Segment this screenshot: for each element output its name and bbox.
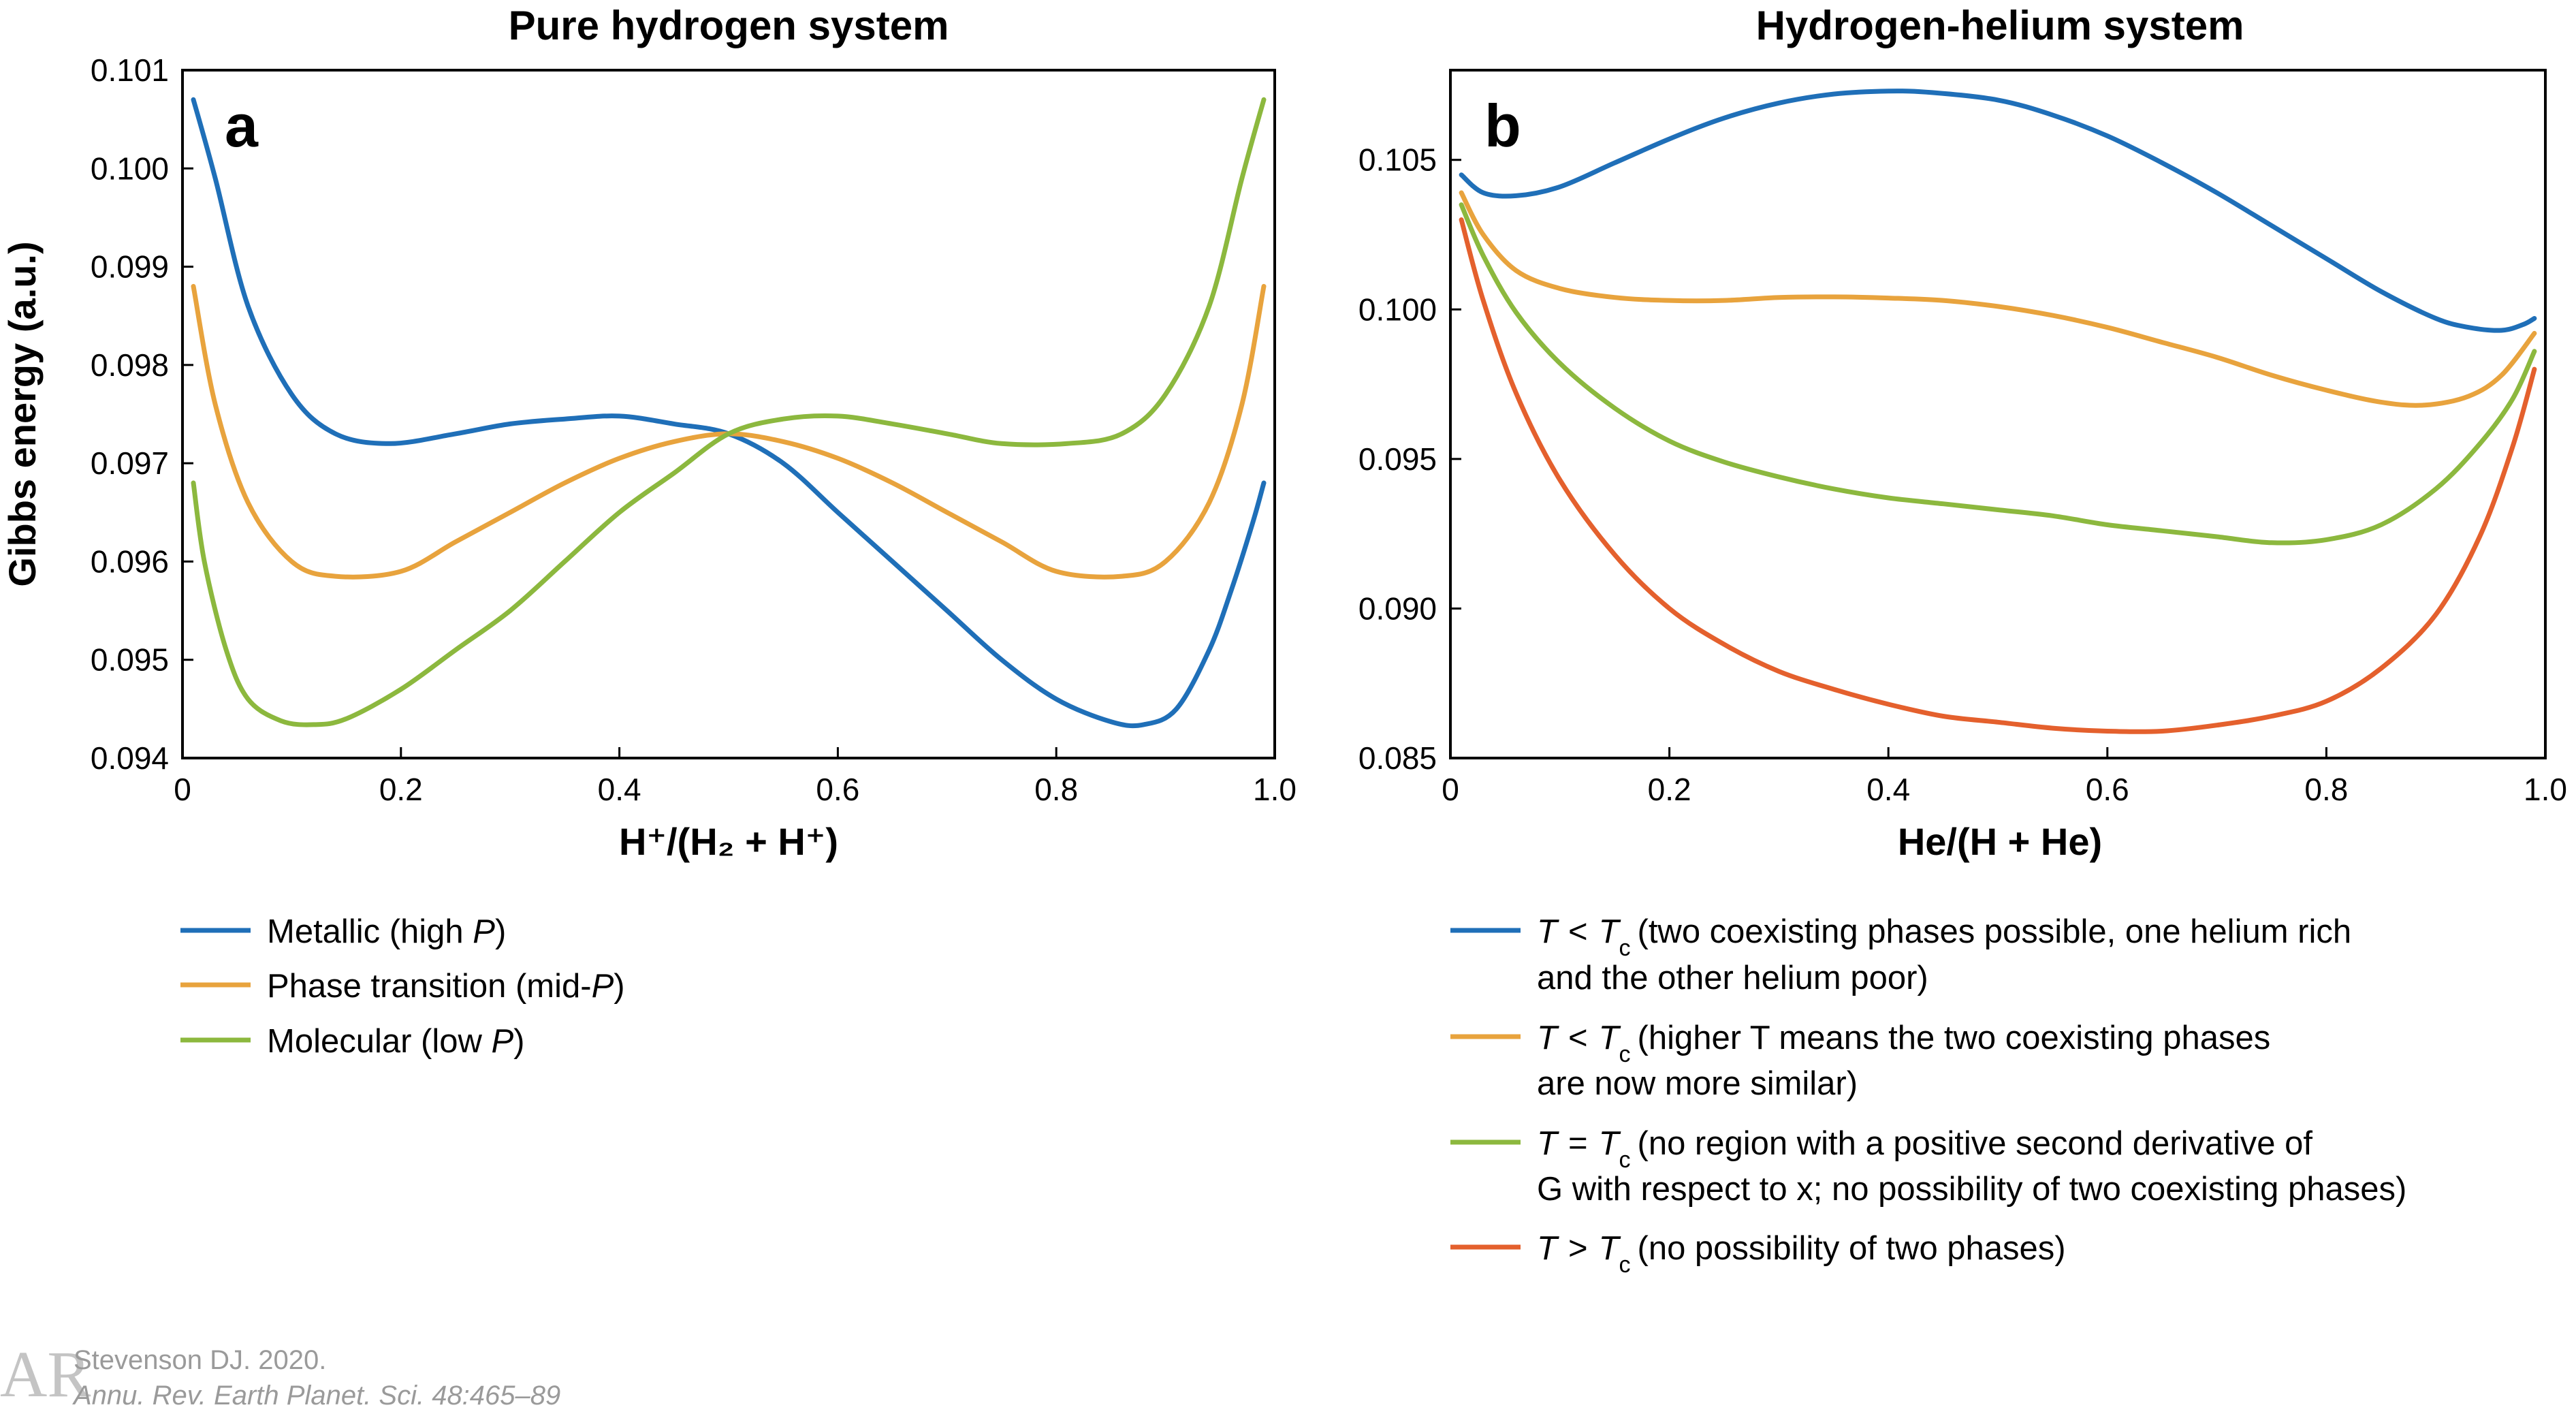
panel-a-ticks: 0 0.2 0.4 0.6 0.8 1.0 0.094 0.095 0.096 0.097 0.09… (91, 52, 1297, 807)
x-tick-label: 0.2 (379, 772, 423, 807)
x-tick-label: 0.2 (1648, 772, 1691, 807)
y-tick-label: 0.095 (91, 642, 169, 678)
series-line-a-2 (191, 97, 1267, 727)
legend-a-label-phase-transition: Phase transition (mid-P) (267, 968, 625, 1005)
x-tick-label: 0.6 (2086, 772, 2129, 807)
panel-a-title: Pure hydrogen system (509, 3, 949, 48)
y-tick-label: 0.090 (1358, 591, 1437, 626)
panel-b-letter: b (1484, 92, 1521, 159)
y-tick-label: 0.101 (91, 52, 169, 88)
series-line-a-0 (191, 97, 1267, 729)
legend-b-label-equal-tc-cont: G with respect to x; no possibility of t… (1537, 1171, 2406, 1208)
x-tick-label: 0 (174, 772, 191, 807)
legend-b-label-below-tc-2: T < Tc (higher T means the two coexisting p… (1537, 1020, 2270, 1067)
legend-b-label-below-tc-1: T < Tc (two coexisting phases possible, one… (1537, 913, 2351, 961)
series-line-b-1 (1459, 190, 2537, 408)
panel-a-y-axis-label: Gibbs energy (a.u.) (1, 241, 44, 586)
panel-b-title: Hydrogen-helium system (1756, 3, 2244, 48)
legend-b-label-above-tc: T > Tc (no possibility of two phases) (1537, 1230, 2066, 1278)
series-line-b-3 (1459, 217, 2537, 734)
y-tick-label: 0.100 (1358, 292, 1437, 327)
y-tick-label: 0.096 (91, 544, 169, 579)
legend-b-label-equal-tc: T = Tc (no region with a positive second de… (1537, 1125, 2312, 1173)
panel-a-plot-frame (181, 69, 1276, 759)
panel-a: Pure hydrogen system a 0 0.2 0.4 0.6 0.8 1.00… (1, 3, 1297, 863)
y-tick-label: 0.100 (91, 151, 169, 186)
x-tick-label: 0.4 (1866, 772, 1910, 807)
x-tick-label: 0.6 (816, 772, 859, 807)
credit-line-2: Annu. Rev. Earth Planet. Sci. 48:465–89 (72, 1381, 560, 1411)
y-tick-label: 0.095 (1358, 441, 1437, 477)
panel-b-ticks: 0 0.2 0.4 0.6 0.8 1.0 0.085 0.090 0.095 0.100 0.10… (1358, 142, 2567, 807)
legend-a-label-molecular: Molecular (low P) (267, 1023, 525, 1060)
series-line-b-0 (1459, 89, 2537, 333)
panel-b-lines (1459, 89, 2537, 734)
x-tick-label: 1.0 (2524, 772, 2567, 807)
y-tick-label: 0.094 (91, 740, 169, 776)
x-tick-label: 0.8 (1034, 772, 1078, 807)
series-line-b-2 (1459, 202, 2537, 546)
credit-line-1: Stevenson DJ. 2020. (74, 1345, 326, 1375)
legend-a-label-metallic: Metallic (high P) (267, 913, 506, 950)
legend-b-label-below-tc-2-cont: are now more similar) (1537, 1065, 1858, 1102)
panel-a-legend: Metallic (high P) Phase transition (mid-… (180, 913, 625, 1060)
annual-reviews-logo: AR (0, 1338, 91, 1411)
y-tick-label: 0.098 (91, 347, 169, 383)
y-tick-label: 0.099 (91, 249, 169, 285)
panel-b-plot-frame (1449, 69, 2547, 759)
y-tick-label: 0.105 (1358, 142, 1437, 178)
panel-b-x-axis-label: He/(H + He) (1898, 820, 2102, 863)
x-tick-label: 0.4 (598, 772, 641, 807)
y-tick-label: 0.097 (91, 445, 169, 481)
panel-a-letter: a (225, 92, 259, 159)
legend-b-label-below-tc-1-cont: and the other helium poor) (1537, 960, 1928, 996)
source-credit: AR Stevenson DJ. 2020. Annu. Rev. Earth … (0, 1338, 560, 1411)
x-tick-label: 1.0 (1253, 772, 1297, 807)
y-tick-label: 0.085 (1358, 740, 1437, 776)
panel-a-x-axis-label: H⁺/(H₂ + H⁺) (619, 820, 838, 863)
panel-a-lines (191, 97, 1267, 729)
panel-b: Hydrogen-helium system b 0 0.2 0.4 0.6 0.8 1.… (1358, 3, 2567, 863)
panel-b-legend: T < Tc (two coexisting phases possible, one… (1450, 913, 2406, 1278)
x-tick-label: 0.8 (2304, 772, 2348, 807)
x-tick-label: 0 (1442, 772, 1459, 807)
